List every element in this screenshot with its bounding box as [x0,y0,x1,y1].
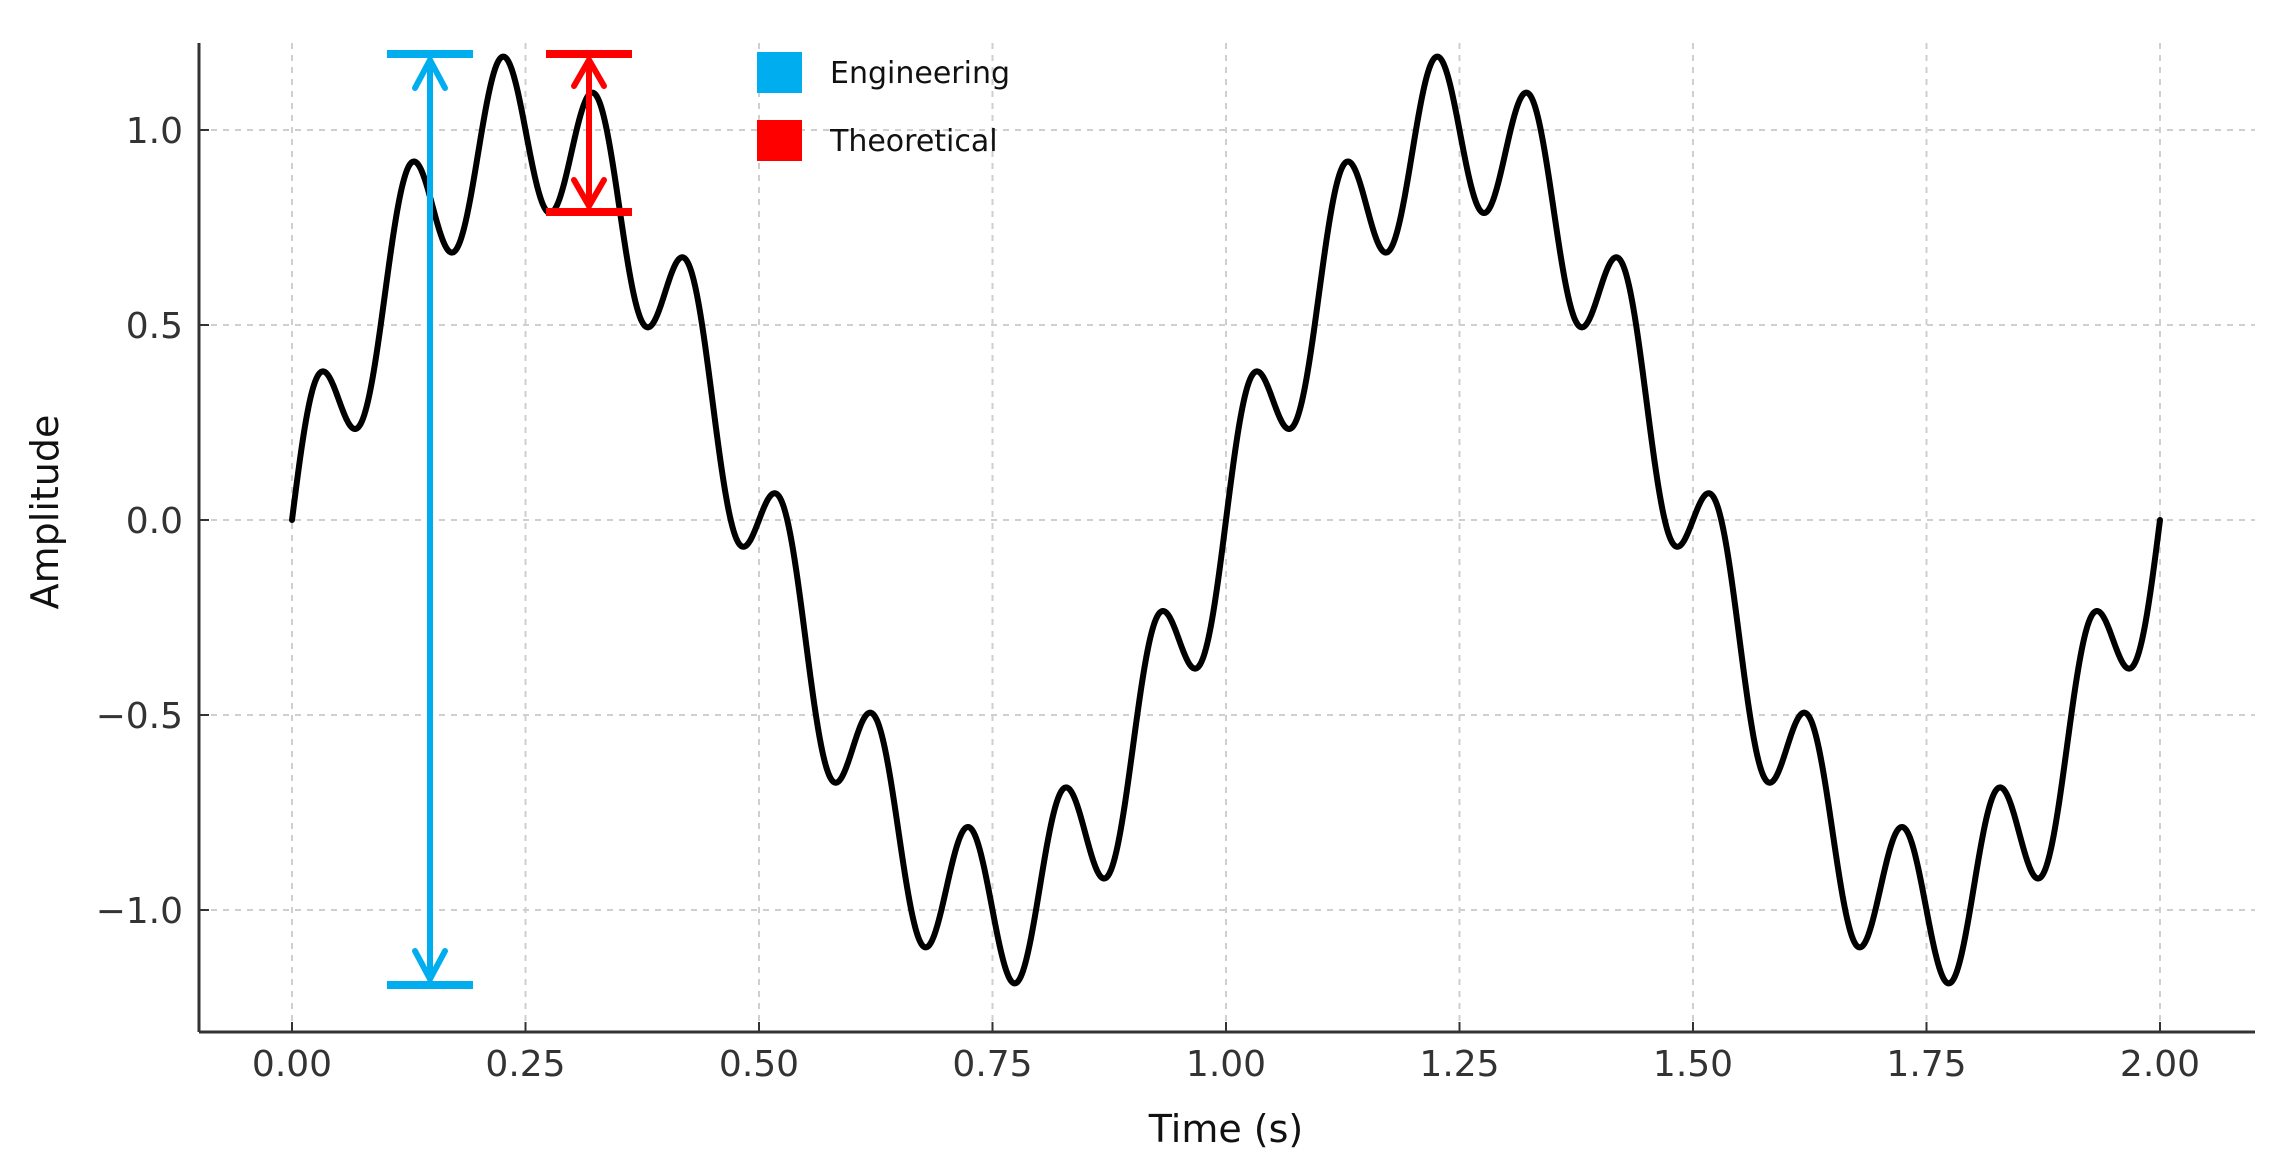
signal-line [289,53,2163,987]
y-tick-label: 0.5 [126,306,183,347]
arrow-down-icon [412,948,448,982]
arrow-down-icon [571,177,607,209]
y-axis-ticks: 1.0 0.5 0.0 −0.5 −1.0 [96,111,209,932]
legend: Engineering Theoretical [757,52,1010,161]
x-tick-label: 0.75 [952,1044,1032,1085]
grid-lines [199,43,2255,1032]
x-tick-label: 1.75 [1886,1044,1966,1085]
theoretical-range-arrow [546,50,632,216]
x-tick-label: 1.25 [1419,1044,1499,1085]
x-tick-label: 0.00 [252,1044,332,1085]
x-tick-label: 1.00 [1186,1044,1266,1085]
arrow-up-icon [571,57,607,89]
y-tick-label: −0.5 [96,696,183,737]
legend-swatch-engineering [757,52,802,93]
x-axis-ticks: 0.00 0.25 0.50 0.75 1.00 1.25 1.50 1.75 2.00 [252,1022,2200,1085]
y-tick-label: 0.0 [126,501,183,542]
x-tick-label: 1.50 [1653,1044,1733,1085]
y-tick-label: −1.0 [96,891,183,932]
x-tick-label: 0.25 [485,1044,565,1085]
x-axis-title: Time (s) [1148,1107,1304,1151]
x-tick-label: 0.50 [719,1044,799,1085]
legend-label-engineering: Engineering [830,56,1010,91]
legend-label-theoretical: Theoretical [829,124,998,159]
arrow-up-icon [412,57,448,91]
engineering-range-arrow [387,50,473,989]
y-axis-title: Amplitude [23,415,67,610]
x-tick-label: 2.00 [2120,1044,2200,1085]
legend-swatch-theoretical [757,120,802,161]
y-tick-label: 1.0 [126,111,183,152]
